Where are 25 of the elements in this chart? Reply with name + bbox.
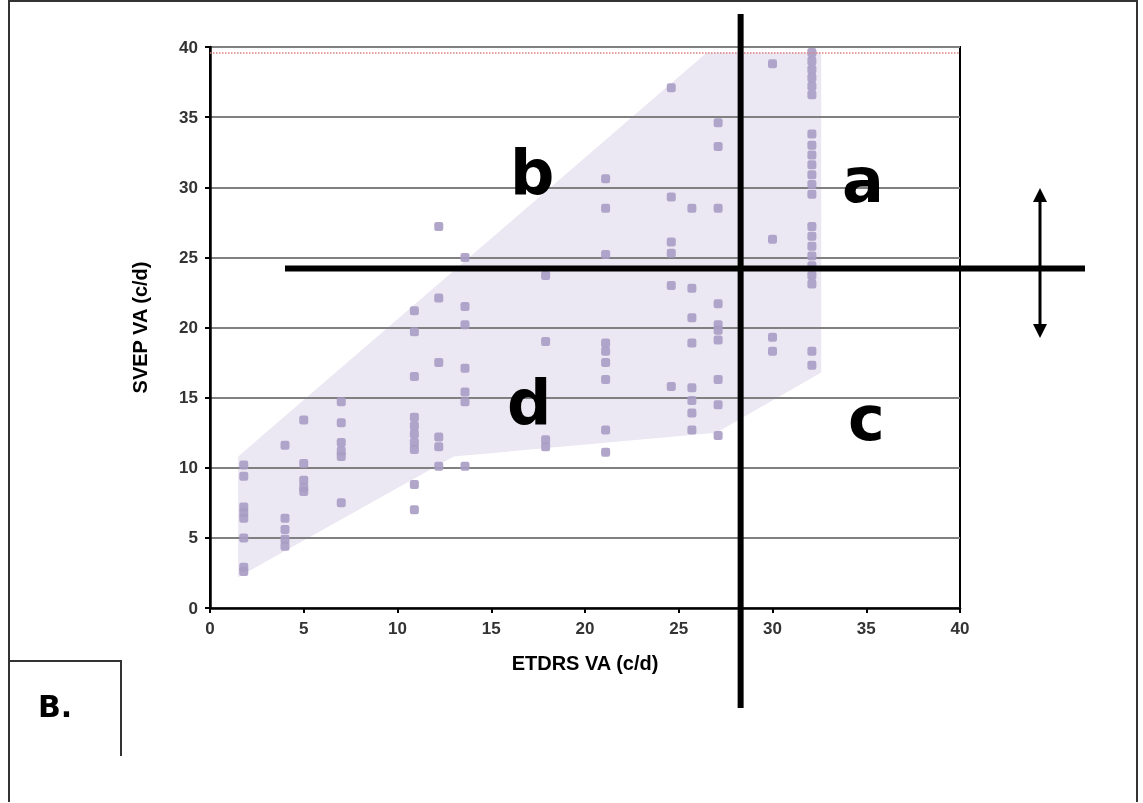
x-tick-label: 0: [205, 619, 215, 638]
x-tick-label: 10: [388, 619, 407, 638]
x-axis-title: ETDRS VA (c/d): [511, 652, 659, 674]
x-tick-label: 20: [575, 619, 595, 638]
y-tick-label: 25: [179, 247, 198, 267]
y-axis-title: SVEP VA (c/d): [129, 261, 151, 394]
x-tick-label: 35: [856, 619, 876, 638]
x-tick-label: 30: [763, 619, 782, 638]
x-tick-label: 25: [669, 619, 689, 638]
y-tick-label: 35: [179, 107, 198, 127]
y-tick-label: 40: [179, 37, 198, 57]
x-tick-label: 15: [481, 619, 501, 638]
y-tick-label: 0: [188, 598, 198, 618]
x-tick-label: 5: [299, 619, 309, 638]
annotation: d: [507, 366, 552, 439]
text: B.: [10, 660, 122, 756]
annotation: c: [848, 382, 885, 455]
y-tick-label: 5: [188, 528, 198, 548]
annotation: b: [510, 136, 555, 209]
y-tick-label: 10: [179, 458, 198, 478]
x-tick-label: 40: [950, 619, 970, 638]
y-tick-label: 20: [179, 318, 198, 337]
annotation: a: [842, 144, 884, 217]
y-tick-label: 15: [179, 388, 198, 408]
y-tick-label: 30: [179, 177, 198, 197]
